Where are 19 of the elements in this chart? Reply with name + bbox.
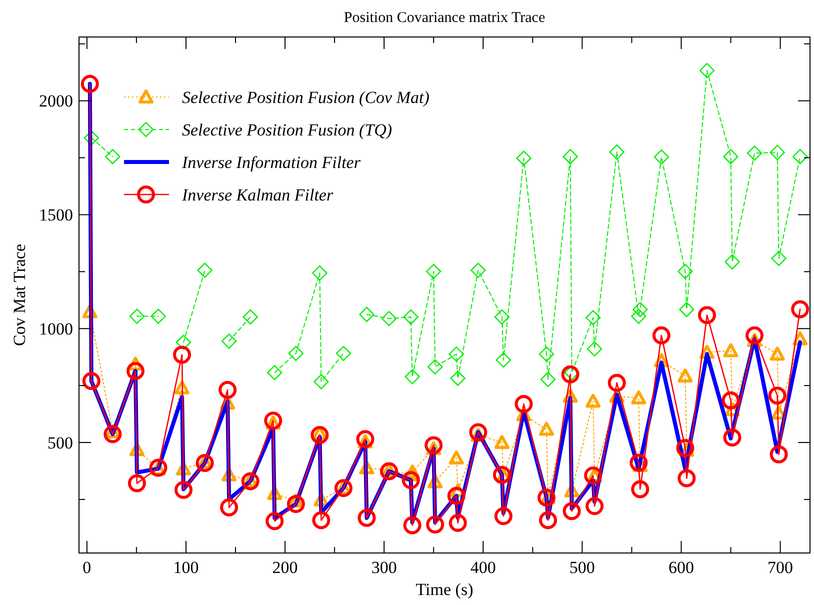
x-tick-label: 300 — [371, 558, 397, 577]
legend-label: Selective Position Fusion (Cov Mat) — [182, 88, 430, 107]
y-tick-label: 2000 — [39, 92, 73, 111]
legend-label: Inverse Information Filter — [181, 152, 361, 172]
y-axis-title: Cov Mat Trace — [10, 244, 29, 346]
x-axis-title: Time (s) — [416, 580, 474, 599]
x-tick-label: 0 — [82, 558, 92, 577]
x-tick-label: 600 — [668, 558, 694, 577]
chart-title: Position Covariance matrix Trace — [344, 10, 546, 26]
legend-label: Inverse Kalman Filter — [181, 185, 334, 204]
y-tick-label: 1500 — [39, 206, 73, 225]
legend-label: Selective Position Fusion (TQ) — [182, 120, 392, 140]
y-tick-label: 500 — [48, 433, 73, 452]
x-tick-label: 400 — [470, 558, 496, 577]
x-tick-label: 100 — [173, 558, 199, 577]
x-tick-label: 500 — [569, 558, 595, 577]
x-tick-label: 700 — [768, 558, 794, 577]
y-tick-label: 1000 — [39, 320, 73, 339]
x-tick-label: 200 — [272, 558, 298, 577]
